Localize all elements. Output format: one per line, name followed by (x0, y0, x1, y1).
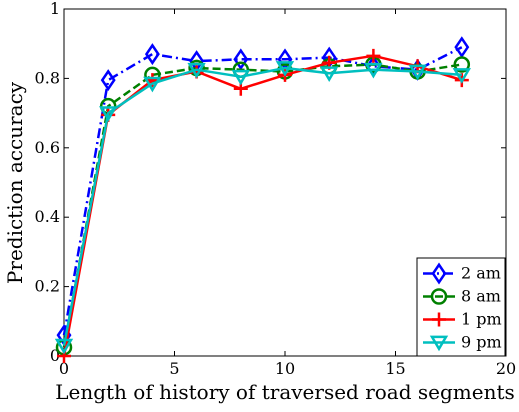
data-point-marker (320, 66, 339, 82)
data-point-marker (99, 106, 118, 122)
data-point-marker (231, 69, 250, 86)
data-point-marker (144, 43, 160, 66)
y-tick-label: 0.8 (35, 68, 60, 87)
legend-marker (431, 262, 447, 285)
y-tick-label: 0.4 (35, 207, 60, 226)
legend-marker (429, 335, 449, 352)
series-layer (54, 36, 471, 363)
y-tick-label: 0 (50, 346, 60, 365)
data-point-marker (453, 56, 471, 73)
legend-item: 2 am (423, 262, 501, 285)
data-point-marker (54, 338, 74, 355)
legend: 2 am 8 am 1 pm 9 pm (416, 257, 506, 357)
data-point-marker (366, 48, 381, 63)
legend-item: 1 pm (423, 310, 502, 329)
legend-marker (432, 312, 446, 327)
data-point-marker (233, 48, 249, 71)
data-point-marker (408, 64, 427, 81)
data-point-marker (454, 36, 470, 59)
legend-item: 8 am (423, 287, 501, 306)
legend-label: 8 am (461, 287, 501, 306)
x-tick-label: 5 (169, 359, 179, 378)
x-tick-label: 0 (59, 359, 69, 378)
data-point-marker (364, 62, 383, 79)
data-point-marker (187, 62, 206, 79)
series-line (62, 66, 462, 346)
x-tick-label: 20 (496, 359, 516, 378)
y-tick-label: 0.2 (35, 277, 60, 296)
x-tick-label: 10 (275, 359, 295, 378)
legend-label: 9 pm (461, 333, 502, 352)
legend-marker (430, 288, 448, 305)
series-9-pm (54, 61, 471, 355)
ticks-layer: 0 5 10 15 20 0 0.2 0.4 0.6 0.8 1 (35, 0, 517, 378)
data-point-marker (275, 61, 295, 77)
y-tick-label: 1 (50, 0, 60, 18)
data-point-marker (143, 76, 162, 93)
legend-item: 9 pm (423, 333, 502, 352)
series-line (62, 63, 462, 348)
legend-label: 1 pm (461, 310, 502, 329)
x-axis-label: Length of history of traversed road segm… (55, 380, 515, 404)
y-tick-label: 0.6 (35, 138, 60, 157)
x-tick-label: 15 (385, 359, 405, 378)
data-point-marker (100, 69, 116, 92)
y-axis-label: Prediction accuracy (3, 81, 27, 284)
data-point-marker (452, 68, 471, 84)
legend-label: 2 am (461, 264, 501, 283)
